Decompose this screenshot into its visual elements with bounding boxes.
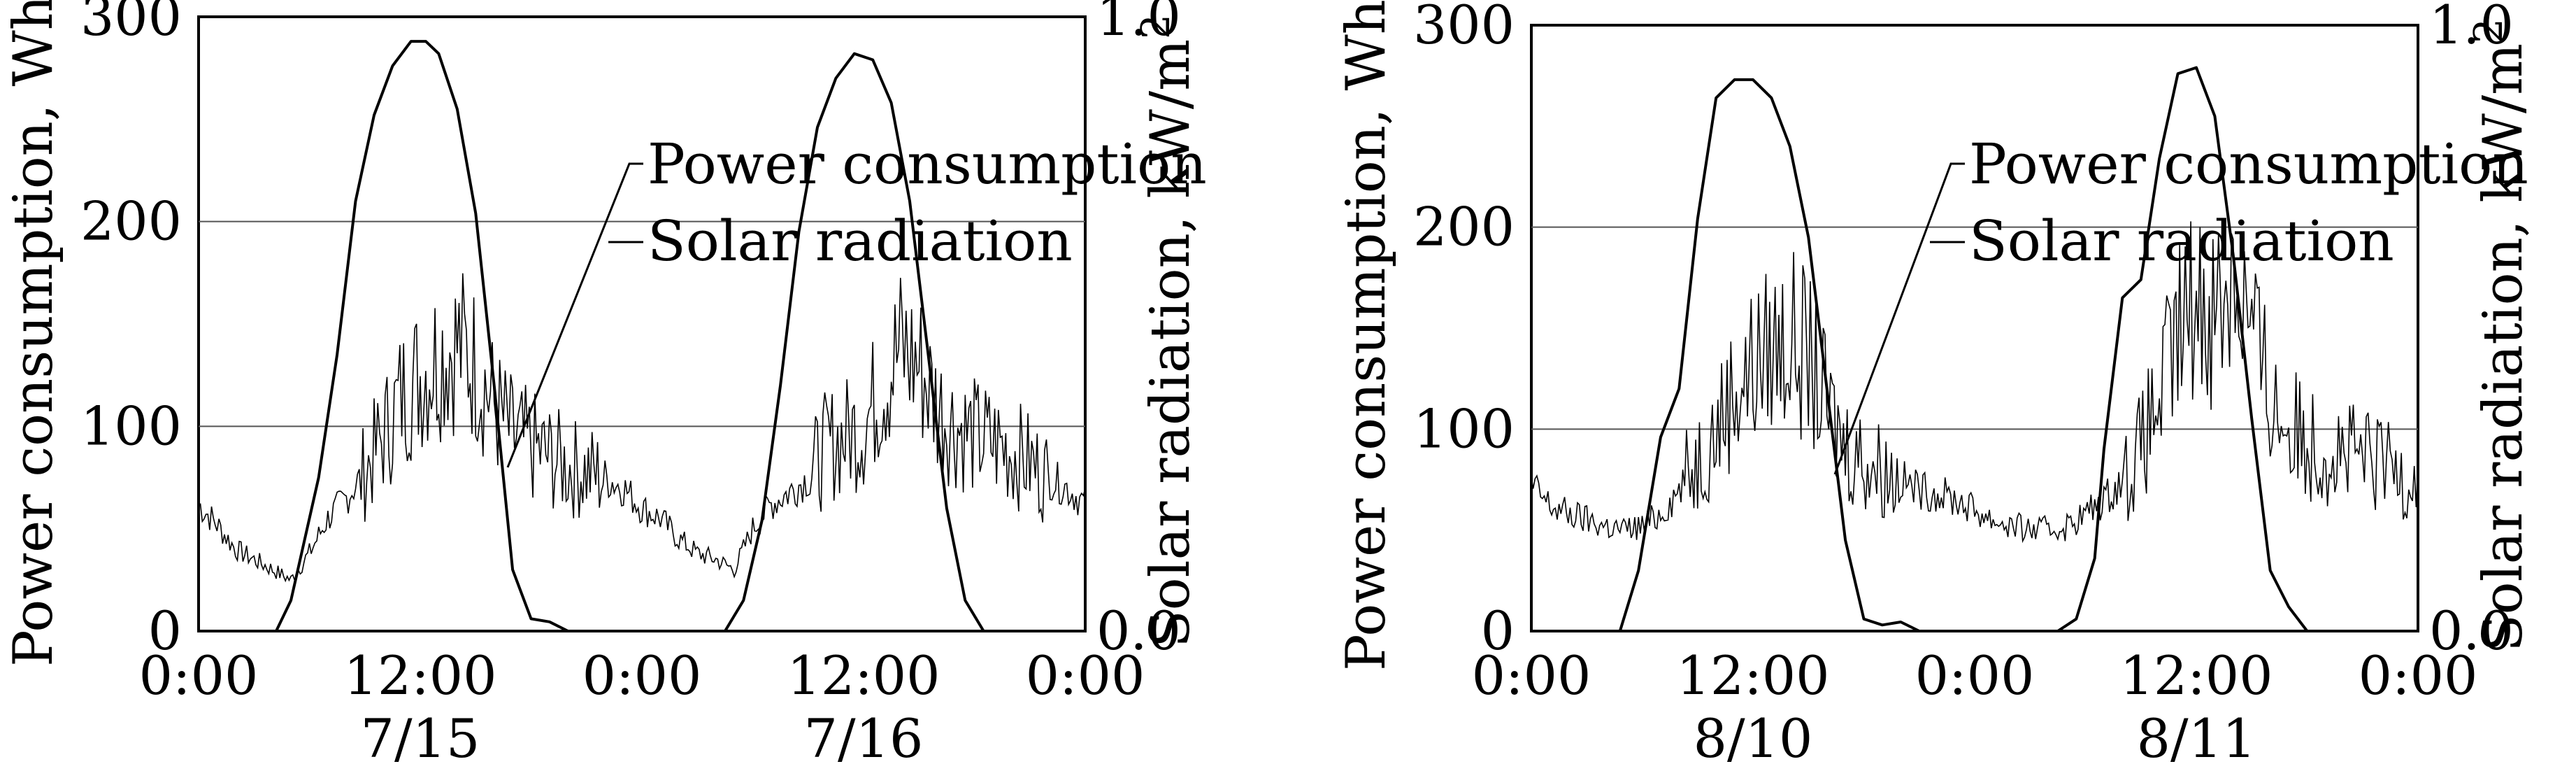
plot-frame bbox=[1530, 24, 2419, 632]
y-tick-label: 200 bbox=[1413, 196, 1515, 258]
power-consumption-line bbox=[1531, 221, 2419, 544]
date-label: 7/16 bbox=[804, 707, 924, 770]
y-tick-label: 300 bbox=[80, 0, 182, 48]
chart-left: 0 100 200 300 0.0 1.0 0:00 12:00 0:00 12:00 0:00 7/… bbox=[2, 0, 1207, 770]
y2-axis-label: Solar radiation, kW/m2 bbox=[1133, 14, 1202, 648]
y-tick-label: 0 bbox=[148, 600, 182, 662]
x-tick-label: 0:00 bbox=[2359, 644, 2478, 707]
solar-radiation-line bbox=[199, 40, 1085, 632]
y-tick-label: 200 bbox=[80, 190, 182, 253]
legend-pointer-power bbox=[1833, 162, 1965, 475]
x-tick-label: 12:00 bbox=[787, 644, 940, 707]
x-tick-label: 12:00 bbox=[343, 644, 496, 707]
x-tick-label: 0:00 bbox=[139, 644, 259, 707]
legend-power-label: Power consumption bbox=[1969, 132, 2528, 197]
y2-tick-label: 1.0 bbox=[1096, 0, 1181, 48]
y2-tick-label: 1.0 bbox=[2429, 0, 2514, 56]
date-label: 8/11 bbox=[2137, 707, 2256, 770]
y-axis-label: Power consumption, Wh bbox=[1335, 0, 1398, 671]
x-tick-label: 0:00 bbox=[1026, 644, 1145, 707]
x-tick-label: 0:00 bbox=[582, 644, 702, 707]
y-tick-label: 100 bbox=[1413, 397, 1515, 460]
legend-solar-label: Solar radiation bbox=[1969, 208, 2394, 274]
y2-axis-label-superscript: 2 bbox=[1133, 14, 1179, 39]
y2-axis-label: Solar radiation, kW/m2 bbox=[2466, 18, 2535, 652]
x-tick-label: 12:00 bbox=[1676, 644, 1829, 707]
y-tick-label: 300 bbox=[1413, 0, 1515, 56]
y2-axis-label-text: Solar radiation, kW/m bbox=[2472, 43, 2535, 652]
legend-pointer-power bbox=[506, 162, 643, 468]
x-tick-label: 0:00 bbox=[1472, 644, 1591, 707]
solar-radiation-line bbox=[1531, 66, 2418, 632]
y2-tick-label: 0.0 bbox=[1096, 600, 1181, 662]
y-tick-label: 0 bbox=[1481, 600, 1515, 662]
legend-solar-label: Solar radiation bbox=[647, 208, 1073, 274]
x-tick-label: 12:00 bbox=[2119, 644, 2273, 707]
y2-tick-label: 0.0 bbox=[2429, 600, 2514, 662]
date-label: 8/10 bbox=[1694, 707, 1813, 770]
chart-right: 0 100 200 300 0.0 1.0 0:00 12:00 0:00 12:00 0:00 8/… bbox=[1335, 0, 2535, 770]
date-label: 7/15 bbox=[361, 707, 480, 770]
y2-axis-label-superscript: 2 bbox=[2466, 18, 2512, 43]
power-consumption-line bbox=[198, 273, 1086, 583]
x-tick-label: 0:00 bbox=[1915, 644, 2035, 707]
y-axis-label: Power consumption, Wh bbox=[2, 0, 65, 667]
legend-power-label: Power consumption bbox=[647, 132, 1207, 197]
y2-axis-label-text: Solar radiation, kW/m bbox=[1139, 39, 1202, 648]
y-tick-label: 100 bbox=[80, 395, 182, 457]
